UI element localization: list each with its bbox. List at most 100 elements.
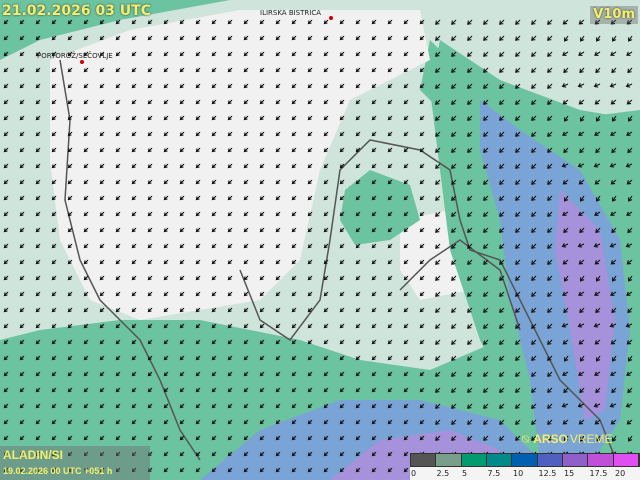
wind-arrow	[547, 99, 553, 105]
wind-arrow	[147, 467, 153, 473]
wind-arrow	[323, 83, 329, 89]
wind-arrow	[275, 387, 281, 393]
wind-arrow	[547, 163, 553, 169]
wind-arrow	[578, 19, 585, 25]
wind-arrow	[562, 291, 569, 296]
wind-arrow	[578, 419, 585, 425]
wind-arrow	[483, 179, 489, 185]
wind-arrow	[547, 147, 553, 153]
wind-arrow	[339, 435, 345, 441]
wind-arrow	[419, 211, 425, 217]
wind-arrow	[243, 371, 249, 377]
wind-arrow	[83, 259, 89, 265]
legend-label: 20	[615, 469, 626, 478]
wind-arrow	[419, 67, 425, 73]
wind-arrow	[243, 275, 249, 281]
wind-arrow	[419, 243, 425, 249]
wind-arrow	[35, 19, 41, 25]
wind-arrow	[371, 211, 377, 217]
wind-arrow	[323, 451, 329, 457]
wind-arrow	[419, 227, 425, 233]
wind-arrow	[547, 419, 553, 425]
wind-arrow	[35, 227, 41, 233]
wind-arrow	[163, 339, 169, 345]
wind-arrow	[435, 323, 441, 329]
wind-arrow	[499, 115, 505, 121]
wind-arrow	[531, 51, 537, 57]
wind-arrow	[211, 99, 217, 105]
wind-arrow	[131, 115, 137, 121]
wind-arrow	[515, 435, 521, 441]
wind-arrow	[19, 403, 25, 409]
wind-arrow	[609, 83, 617, 88]
wind-arrow	[467, 291, 473, 297]
wind-arrow	[611, 147, 617, 154]
wind-arrow	[147, 115, 153, 121]
legend-swatch	[512, 454, 538, 466]
wind-arrow	[259, 51, 265, 57]
wind-arrow	[3, 451, 9, 457]
wind-arrow	[371, 339, 377, 345]
wind-arrow	[3, 467, 9, 473]
wind-arrow	[467, 323, 473, 329]
wind-arrow	[259, 387, 265, 393]
wind-arrow	[307, 147, 313, 153]
wind-arrow	[451, 387, 457, 393]
wind-arrow	[131, 323, 137, 329]
wind-arrow	[307, 211, 313, 217]
wind-arrow	[563, 147, 569, 154]
wind-arrow	[626, 19, 633, 25]
wind-arrow	[67, 355, 73, 361]
wind-arrow	[323, 19, 329, 25]
wind-arrow	[355, 371, 361, 377]
wind-arrow	[387, 259, 393, 265]
wind-arrow	[499, 83, 505, 89]
wind-arrow	[163, 163, 169, 169]
wind-arrow	[51, 387, 57, 393]
legend-swatch	[562, 454, 589, 466]
wind-arrow	[563, 67, 569, 74]
wind-arrow	[419, 339, 425, 345]
wind-arrow	[131, 227, 137, 233]
wind-arrow	[547, 307, 553, 313]
wind-arrow	[355, 67, 361, 73]
wind-arrow	[609, 323, 617, 328]
wind-arrow	[515, 355, 521, 361]
wind-arrow	[403, 51, 409, 57]
wind-arrow	[371, 323, 377, 329]
wind-arrow	[259, 243, 265, 249]
wind-arrow	[547, 51, 553, 57]
wind-arrow	[627, 307, 633, 314]
wind-arrow	[163, 323, 169, 329]
wind-arrow	[626, 99, 633, 105]
wind-arrow	[580, 275, 585, 282]
wind-arrow	[483, 163, 489, 169]
wind-arrow	[243, 387, 249, 393]
wind-arrow	[163, 115, 169, 121]
wind-arrow	[387, 131, 393, 137]
wind-arrow	[51, 451, 57, 457]
wind-arrow	[195, 307, 201, 313]
satellite-dish-icon: ⍉	[522, 432, 530, 446]
wind-arrow	[131, 99, 137, 105]
wind-arrow	[179, 179, 185, 185]
wind-arrow	[323, 291, 329, 297]
wind-arrow	[3, 211, 9, 217]
wind-arrow	[531, 387, 537, 393]
wind-arrow	[243, 99, 249, 105]
wind-arrow	[578, 51, 585, 56]
wind-arrow	[3, 147, 9, 153]
wind-arrow	[115, 323, 121, 329]
wind-arrow	[435, 211, 441, 217]
wind-arrow	[371, 67, 377, 73]
wind-arrow	[131, 163, 137, 169]
wind-arrow	[195, 67, 201, 73]
wind-arrow	[564, 275, 569, 282]
wind-arrow	[547, 323, 553, 329]
city-marker	[80, 60, 84, 64]
wind-arrow	[291, 83, 297, 89]
wind-arrow	[371, 179, 377, 185]
wind-arrow	[291, 195, 297, 201]
wind-arrow	[3, 259, 9, 265]
wind-arrow	[403, 307, 409, 313]
